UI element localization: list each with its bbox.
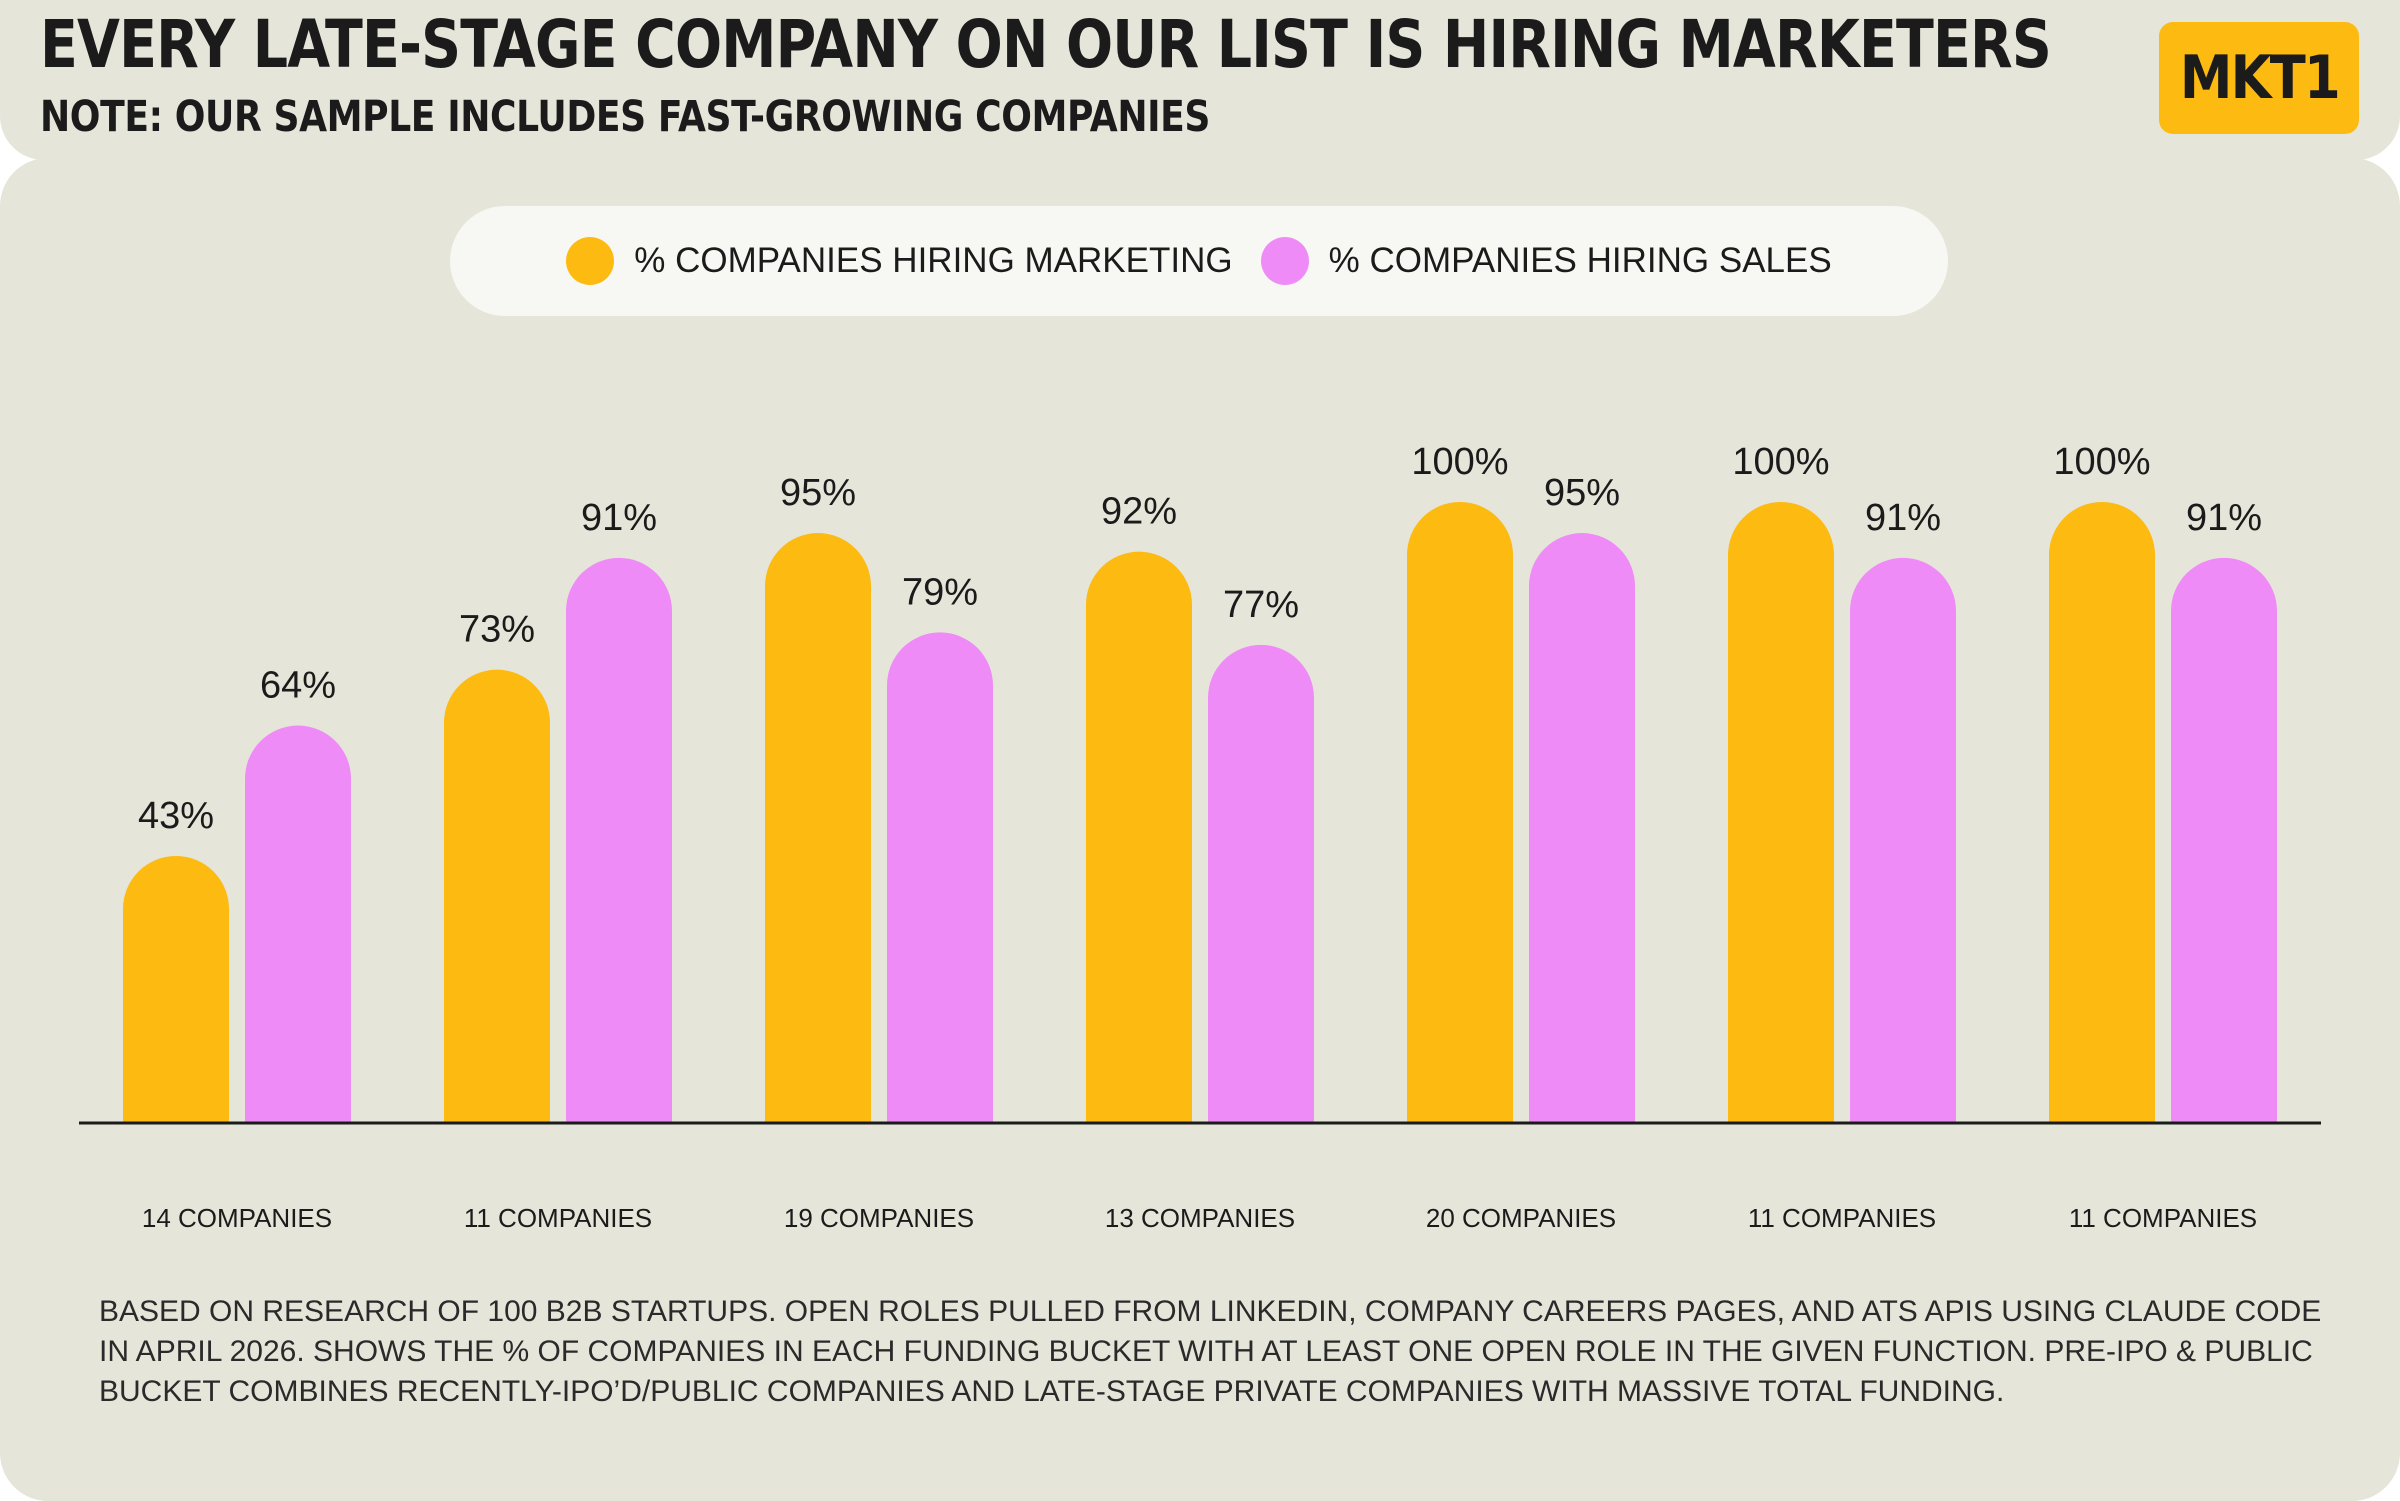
data-label-marketing: 92%	[1101, 491, 1177, 533]
bar-marketing	[1728, 502, 1834, 1176]
bar-sales	[2171, 557, 2277, 1176]
legend-label-sales: % COMPANIES HIRING SALES	[1328, 241, 1832, 280]
data-label-sales: 91%	[581, 497, 657, 539]
bar-marketing	[2049, 502, 2155, 1176]
brand-logo: MKT1	[2159, 22, 2359, 134]
category-sublabel: 11 COMPANIES	[1748, 1203, 1936, 1233]
data-label-marketing: 43%	[138, 795, 214, 837]
logo-text: MKT1	[2179, 43, 2340, 113]
bar-sales	[887, 632, 993, 1176]
chart-title: EVERY LATE-STAGE COMPANY ON OUR LIST IS …	[40, 6, 2052, 83]
bar-marketing	[765, 533, 871, 1176]
data-label-sales: 91%	[2186, 497, 2262, 539]
baseline-mask	[60, 1123, 2350, 1193]
chart-subtitle: NOTE: OUR SAMPLE INCLUDES FAST-GROWING C…	[40, 92, 1211, 142]
legend-item-marketing: % COMPANIES HIRING MARKETING	[566, 237, 1233, 285]
data-label-sales: 91%	[1865, 497, 1941, 539]
bar-marketing	[1407, 502, 1513, 1176]
data-label-sales: 95%	[1544, 472, 1620, 514]
data-label-marketing: 95%	[780, 472, 856, 514]
data-label-sales: 79%	[902, 571, 978, 613]
bar-marketing	[444, 669, 550, 1176]
category-sublabel: 20 COMPANIES	[1426, 1203, 1616, 1233]
data-label-marketing: 73%	[459, 609, 535, 651]
data-label-marketing: 100%	[2053, 441, 2150, 483]
chart-legend: % COMPANIES HIRING MARKETING % COMPANIES…	[450, 206, 1948, 316]
legend-swatch-sales	[1260, 237, 1309, 285]
bar-sales	[245, 725, 351, 1176]
header-background	[0, 0, 2400, 160]
bar-sales	[566, 557, 672, 1176]
bar-marketing	[123, 855, 229, 1176]
category-sublabel: 11 COMPANIES	[2069, 1203, 2257, 1233]
bar-sales	[1850, 557, 1956, 1176]
data-label-sales: 64%	[260, 665, 336, 707]
legend-swatch-marketing	[566, 237, 615, 285]
data-label-marketing: 100%	[1732, 441, 1829, 483]
bar-marketing	[1086, 551, 1192, 1176]
data-label-marketing: 100%	[1411, 441, 1508, 483]
data-label-sales: 77%	[1223, 584, 1299, 626]
category-sublabel: 11 COMPANIES	[464, 1203, 652, 1233]
bar-sales	[1208, 644, 1314, 1176]
legend-label-marketing: % COMPANIES HIRING MARKETING	[634, 241, 1233, 280]
category-sublabel: 13 COMPANIES	[1105, 1203, 1295, 1233]
legend-item-sales: % COMPANIES HIRING SALES	[1260, 237, 1832, 285]
chart-panel	[0, 158, 2400, 1501]
bar-sales	[1529, 533, 1635, 1176]
category-sublabel: 14 COMPANIES	[142, 1203, 332, 1233]
footnote: BASED ON RESEARCH OF 100 B2B STARTUPS. O…	[99, 1295, 2322, 1408]
category-sublabel: 19 COMPANIES	[784, 1203, 974, 1233]
